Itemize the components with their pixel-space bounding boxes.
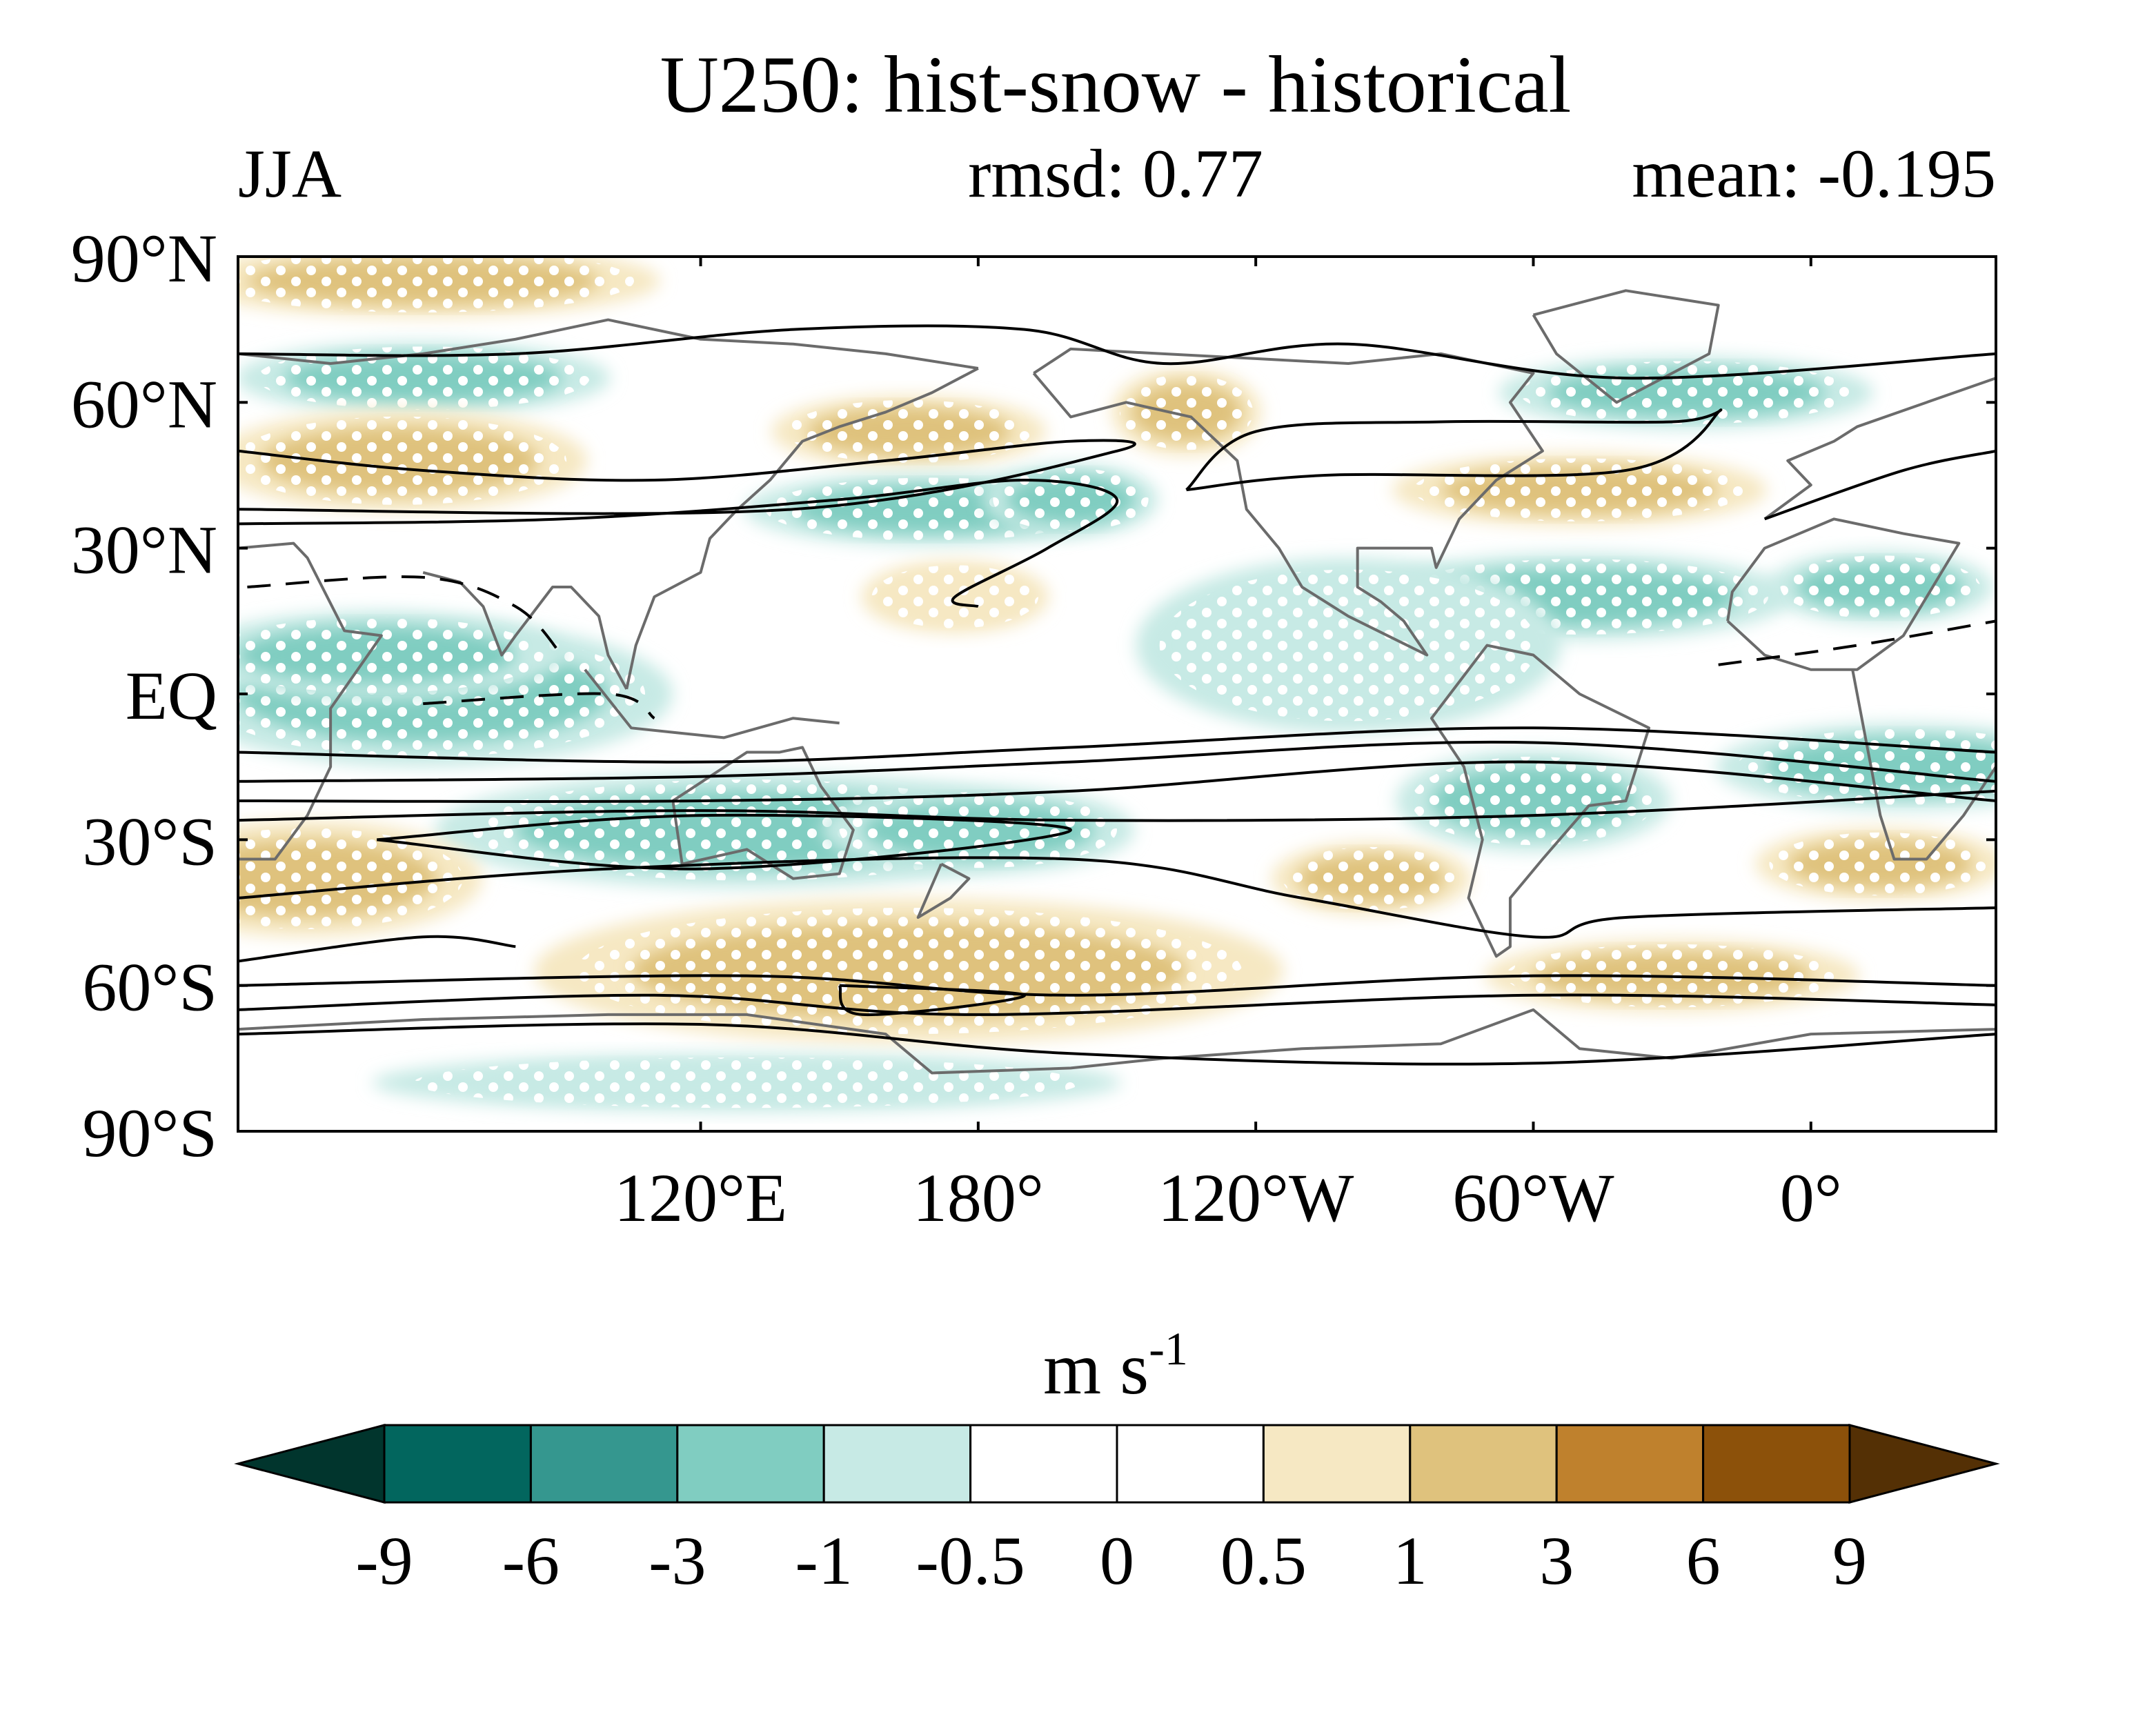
significance-stipple-14 [238,617,544,693]
climatology-contour-4 [1764,449,1996,521]
significance-stipple-19 [238,828,463,929]
colorbar-label-4: -0.5 [916,1522,1025,1599]
y-tick-label-3: EQ [126,657,217,734]
colorbar-box-0 [383,1424,532,1504]
y-tick-label-6: 90°S [82,1095,217,1171]
rmsd-label: rmsd: 0.77 [968,135,1263,212]
coastline-maritime-continent [584,668,840,739]
colorbar-box-5 [1116,1424,1265,1504]
coastline-west-africa [1726,517,1961,671]
colorbar-box-4 [969,1424,1118,1504]
coastline-greenland [1532,289,1720,404]
coastline-eurasia-north-coast [238,318,979,370]
coastline-new-zealand [916,862,971,919]
colorbar-extend-high [1848,1424,2000,1504]
significance-stipple-16 [839,792,1118,868]
colorbar: -9 -6 -3 -1 -0.5 0 0.5 1 3 6 9 [234,1424,2000,1599]
x-tick-label-1: 180° [913,1160,1044,1236]
climatology-contour-3 [1185,408,1723,492]
significance-stipple-20 [1283,846,1461,911]
x-tick-label-2: 120°W [1158,1160,1354,1236]
coastline-india [422,570,628,690]
climatology-contour-1 [238,439,1136,515]
significance-stipple-0 [238,257,634,312]
colorbar-label-9: 6 [1686,1522,1721,1599]
climatology-contour-15 [238,974,1996,997]
colorbar-extend-low [234,1424,386,1504]
significance-stipple-18 [1737,728,1996,805]
climatology-contour-16 [238,993,1996,1016]
coastline-asia-east-coast [625,367,979,690]
season-label: JJA [238,135,342,212]
colorbar-label-7: 1 [1393,1522,1427,1599]
coastline-australia [671,746,855,880]
climatology-contour-8 [238,726,1996,764]
climatology-contour-layer [238,324,1996,1066]
significance-stipple-2 [238,416,567,505]
x-tick-label-3: 60°W [1452,1160,1614,1236]
y-tick-label-4: 30°S [82,803,217,879]
coastline-europe [1763,377,1996,521]
y-tick-label-5: 60°S [82,949,217,1026]
units-label: m s-1 [1043,1322,1188,1410]
mean-label: mean: -0.195 [1632,135,1996,212]
colorbar-box-6 [1262,1424,1412,1504]
colorbar-box-2 [676,1424,825,1504]
y-tick-label-0: 90°N [71,220,217,297]
significance-stipple-11 [1159,569,1537,722]
climatology-contour-2 [238,479,1119,608]
significance-stipple-21 [1769,832,1992,896]
significance-stipple-3 [787,399,1031,464]
colorbar-label-1: -6 [502,1522,560,1599]
significance-stipple-9 [1413,458,1746,521]
coastline-south-america [1430,644,1651,958]
climatology-contour-0 [238,324,1996,380]
axis-layer: 90°N 60°N 30°N EQ 30°S 60°S 90°S 120°E 180° 120°W… [71,220,1996,1236]
coastline-layer [238,289,1996,1075]
colorbar-label-8: 3 [1539,1522,1574,1599]
significance-stipple-17 [1411,756,1656,846]
chart-title: U250: hist-snow - historical [660,39,1572,130]
x-tick-label-0: 120°E [614,1160,787,1236]
colorbar-label-5: 0 [1100,1522,1134,1599]
coastline-arabia-africa [238,541,383,861]
climatology-contour-12 [376,813,1072,871]
x-tick-label-4: 0° [1780,1160,1842,1236]
climatology-contour-7 [1718,619,1996,666]
colorbar-box-9 [1702,1424,1851,1504]
y-tick-label-2: 30°N [71,512,217,588]
climatology-contour-5 [247,575,563,657]
y-tick-label-1: 60°N [71,366,217,442]
climatology-contour-17 [238,1022,1996,1066]
coastline-north-america [1032,347,1544,657]
climatology-contour-6 [423,692,655,719]
significance-stipple-12 [1780,555,1981,619]
climatology-contour-13 [238,856,1996,939]
colorbar-label-0: -9 [355,1522,413,1599]
colorbar-label-3: -1 [795,1522,853,1599]
climatology-contour-18 [838,984,1026,1017]
colorbar-box-8 [1555,1424,1705,1504]
significance-stipple-24 [413,1057,1080,1108]
climatology-contour-14 [238,935,516,963]
significance-stipple-4 [1120,374,1254,450]
climatology-contour-9 [238,740,1996,783]
colorbar-box-1 [529,1424,679,1504]
colorbar-label-2: -3 [649,1522,706,1599]
colorbar-box-7 [1409,1424,1558,1504]
climatology-contour-10 [238,760,1996,804]
significance-stipple-6 [993,468,1149,532]
colorbar-box-3 [822,1424,972,1504]
climatology-contour-11 [238,789,1996,822]
colorbar-label-10: 9 [1832,1522,1867,1599]
colorbar-label-6: 0.5 [1220,1522,1307,1599]
significance-stipple-22 [575,907,1243,1035]
